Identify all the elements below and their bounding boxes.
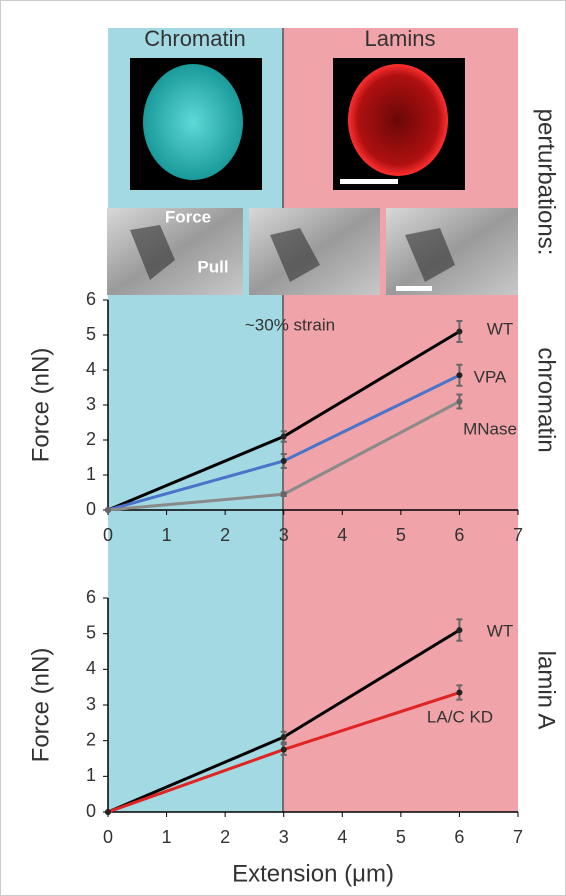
x-tick-label: 0 xyxy=(103,525,113,545)
x-tick-label: 7 xyxy=(513,827,523,847)
y-tick-label: 4 xyxy=(86,658,96,678)
x-tick-label: 4 xyxy=(337,525,347,545)
y-tick-label: 6 xyxy=(86,289,96,309)
y-tick-label: 0 xyxy=(86,801,96,821)
image-label: Pull xyxy=(197,257,228,276)
x-tick-label: 0 xyxy=(103,827,113,847)
point xyxy=(456,627,462,633)
x-tick-label: 2 xyxy=(220,525,230,545)
y-tick-label: 3 xyxy=(86,694,96,714)
nucleus xyxy=(143,64,243,180)
x-tick-label: 1 xyxy=(162,827,172,847)
annotation: ~30% strain xyxy=(245,315,335,334)
point xyxy=(456,399,462,405)
series-label: VPA xyxy=(474,367,507,386)
pull-image xyxy=(249,208,380,295)
y-tick-label: 1 xyxy=(86,464,96,484)
side-title: perturbations: xyxy=(533,109,560,256)
y-tick-label: 0 xyxy=(86,499,96,519)
series-label: WT xyxy=(487,621,513,640)
x-tick-label: 3 xyxy=(279,525,289,545)
point xyxy=(456,329,462,335)
panel-label: chromatin xyxy=(533,347,560,452)
x-tick-label: 1 xyxy=(162,525,172,545)
header-left: Chromatin xyxy=(144,26,245,51)
y-tick-label: 5 xyxy=(86,324,96,344)
point xyxy=(456,690,462,696)
y-tick-label: 2 xyxy=(86,729,96,749)
y-tick-label: 6 xyxy=(86,587,96,607)
x-tick-label: 3 xyxy=(279,827,289,847)
figure: Chromatin Lamins Force Pull perturbation… xyxy=(0,0,566,896)
page: {"headers": {"left": "Chromatin", "right… xyxy=(0,0,566,896)
nucleus xyxy=(348,64,448,176)
panel-label: lamin A xyxy=(533,651,560,730)
series-label: MNase xyxy=(463,419,517,438)
y-tick-label: 3 xyxy=(86,394,96,414)
x-tick-label: 5 xyxy=(396,827,406,847)
point xyxy=(281,734,287,740)
x-tick-label: 5 xyxy=(396,525,406,545)
x-axis-label: Extension (μm) xyxy=(232,860,394,887)
y-tick-label: 2 xyxy=(86,429,96,449)
point xyxy=(281,458,287,464)
x-tick-label: 7 xyxy=(513,525,523,545)
point xyxy=(105,507,111,513)
y-tick-label: 4 xyxy=(86,359,96,379)
image-label: Force xyxy=(165,207,211,226)
x-tick-label: 6 xyxy=(454,525,464,545)
x-tick-label: 2 xyxy=(220,827,230,847)
x-tick-label: 6 xyxy=(454,827,464,847)
y-tick-label: 5 xyxy=(86,622,96,642)
point xyxy=(105,809,111,815)
series-label: WT xyxy=(487,319,513,338)
header-right: Lamins xyxy=(365,26,436,51)
point xyxy=(281,434,287,440)
y-tick-label: 1 xyxy=(86,765,96,785)
x-tick-label: 4 xyxy=(337,827,347,847)
y-axis-label: Force (nN) xyxy=(27,648,54,763)
point xyxy=(281,747,287,753)
scale-bar xyxy=(396,286,432,291)
point xyxy=(281,491,287,497)
point xyxy=(456,372,462,378)
scale-bar xyxy=(340,179,398,184)
series-label: LA/C KD xyxy=(427,707,493,726)
pull-image xyxy=(386,208,518,295)
y-axis-label: Force (nN) xyxy=(27,348,54,463)
